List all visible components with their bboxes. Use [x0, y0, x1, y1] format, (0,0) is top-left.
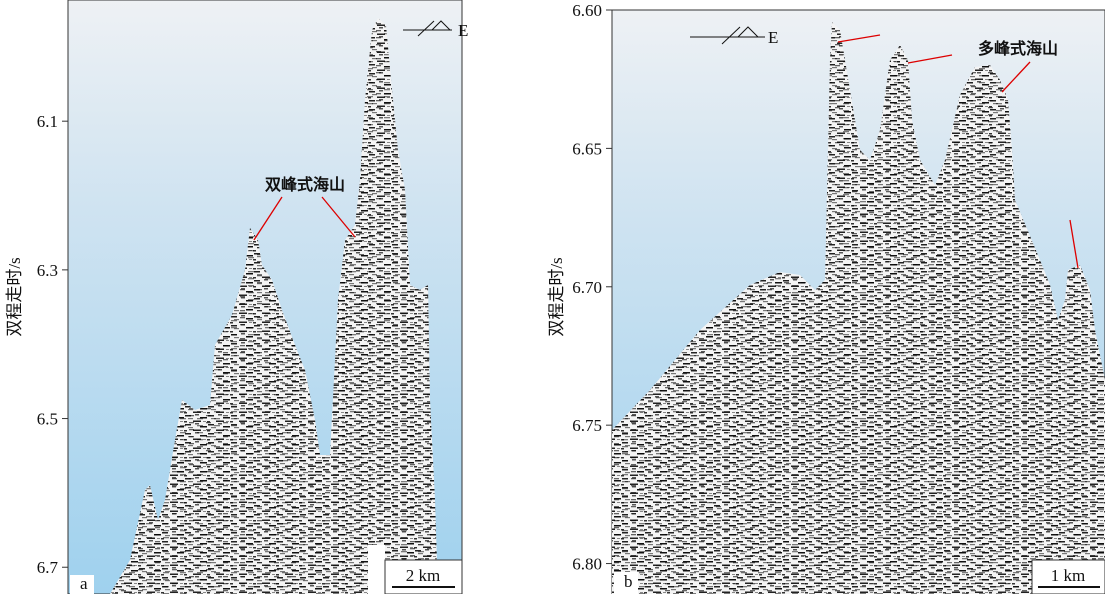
y-axis: 6.1 6.3 6.5 6.7 [37, 112, 68, 577]
y-axis: 6.60 6.65 6.70 6.75 6.80 [572, 1, 612, 574]
direction-symbol [690, 26, 765, 45]
panel-label: b [624, 572, 633, 591]
label-box [614, 572, 638, 594]
panel-b: E 多峰式海山 1 km b 双程走时/s 6.606.656.706.756.… [547, 1, 1105, 595]
annotation: 双峰式海山 [265, 175, 345, 194]
y-tick-label: 6.3 [37, 261, 58, 280]
gap [368, 545, 385, 594]
seamount-texture [110, 18, 438, 594]
y-tick-label: 6.5 [37, 410, 58, 429]
y-tick-label: 6.7 [37, 558, 59, 577]
annotation-arrows [253, 196, 356, 241]
scale-label: 2 km [406, 566, 440, 585]
y-tick-label: 6.65 [572, 139, 602, 158]
label-box [70, 575, 94, 594]
y-tick-label: 6.60 [572, 1, 602, 20]
seamount-texture [612, 22, 1105, 594]
panel-label: a [80, 574, 88, 593]
y-axis-label: 双程走时/s [547, 257, 566, 336]
y-tick-label: 6.80 [572, 555, 602, 574]
direction-label: E [458, 21, 468, 40]
direction-symbol [403, 20, 452, 37]
y-tick-label: 6.1 [37, 112, 58, 131]
y-tick-label: 6.75 [572, 416, 602, 435]
annotation: 多峰式海山 [978, 39, 1058, 58]
y-tick-label: 6.70 [572, 278, 602, 297]
y-axis-label: 双程走时/s [5, 257, 24, 336]
panel-a: E 双峰式海山 2 km a 双程走时/s 6.1 6.3 6.5 6.7 [5, 0, 468, 595]
scale-box [1031, 559, 1105, 595]
direction-label: E [768, 28, 778, 47]
scale-box [384, 559, 463, 595]
annotation-arrows [837, 34, 1079, 269]
scale-label: 1 km [1051, 566, 1085, 585]
